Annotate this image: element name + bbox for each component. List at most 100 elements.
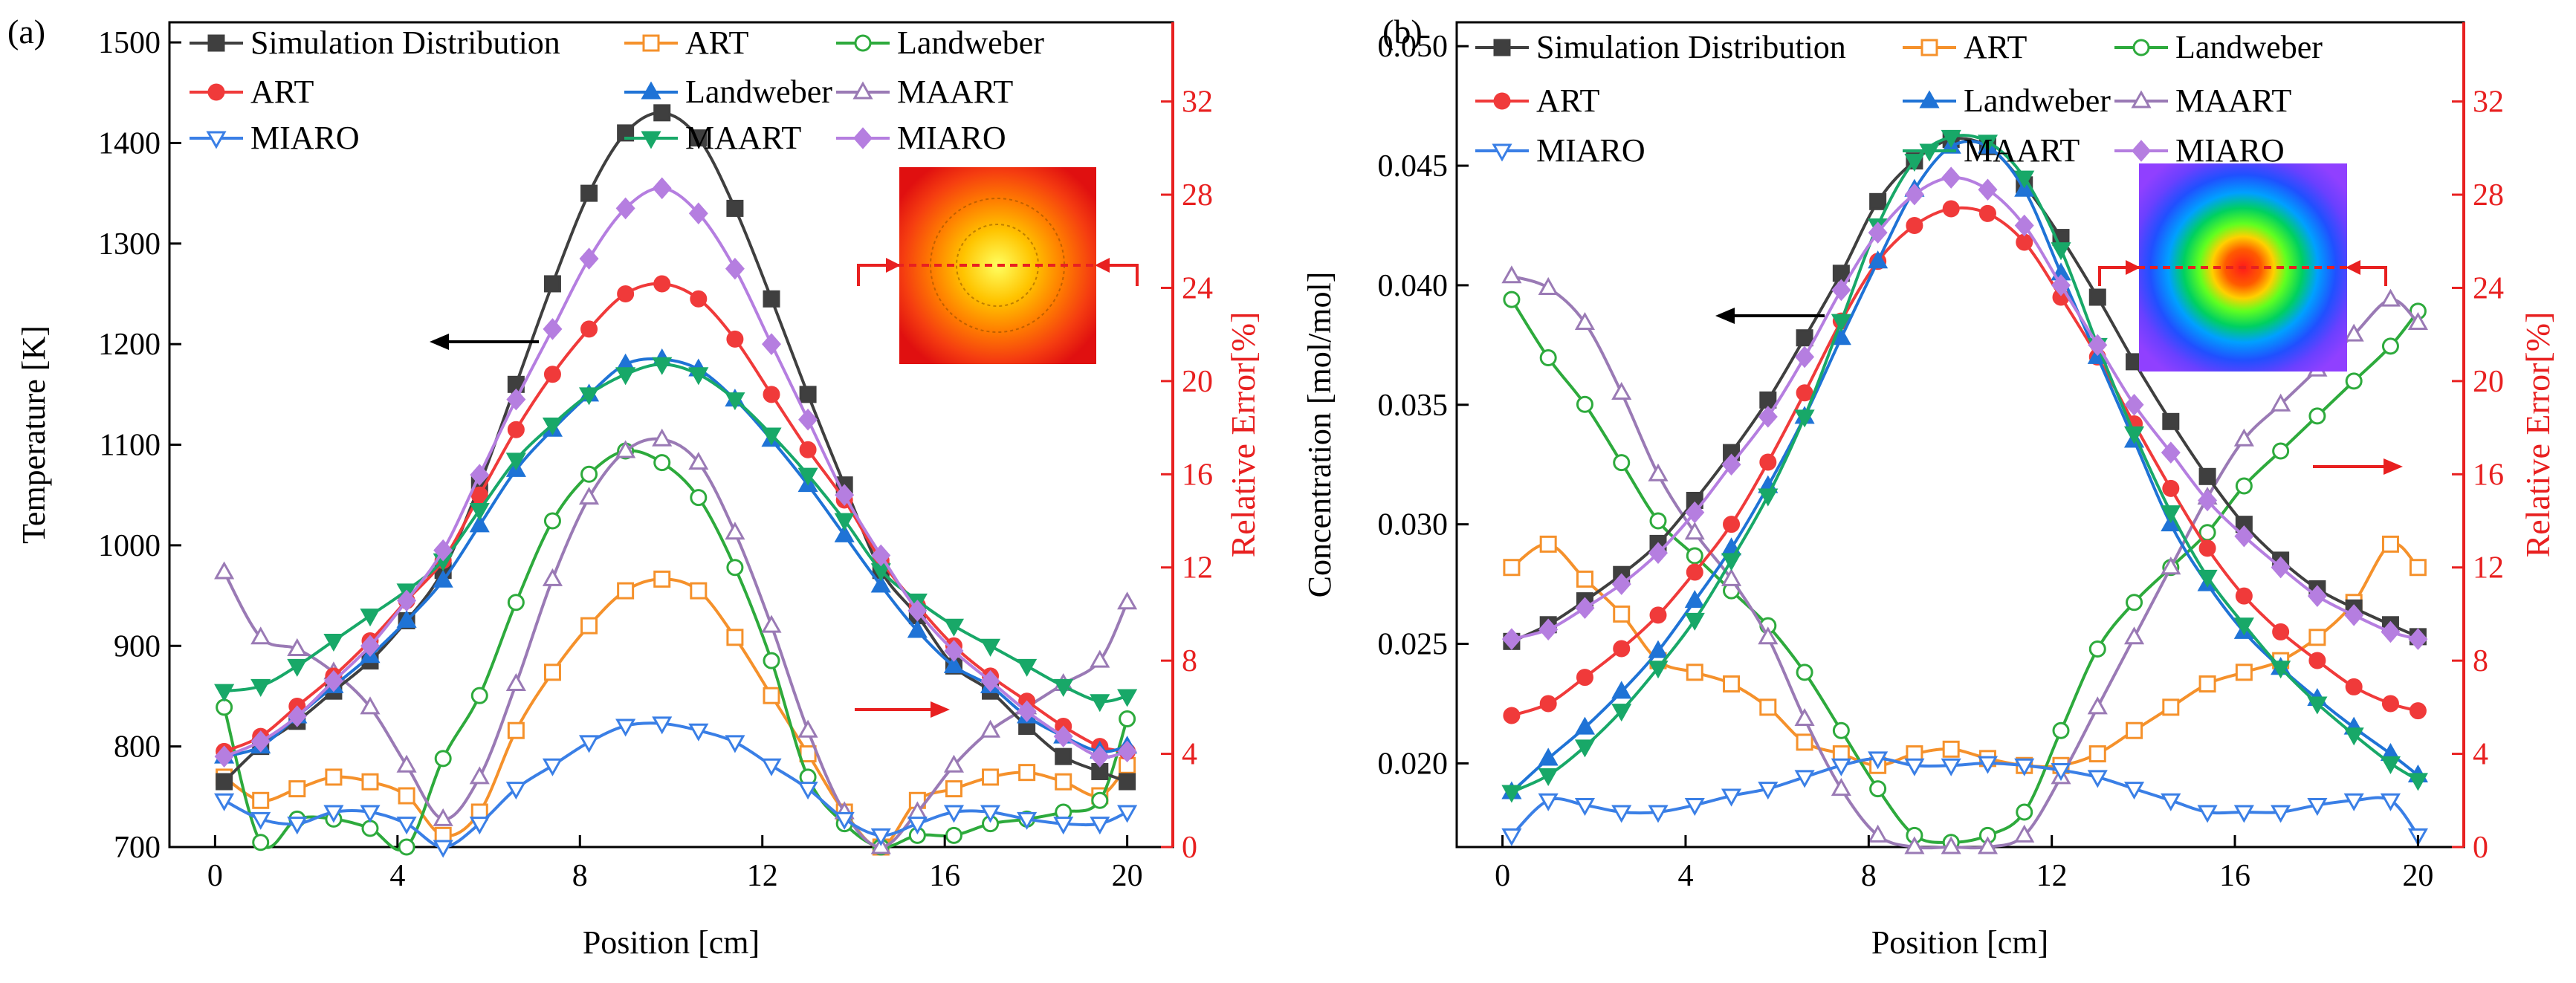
data-point (982, 768, 1000, 786)
data-point (1611, 704, 1632, 722)
inset-heatmap-a (857, 167, 1139, 364)
data-point (2407, 773, 2428, 791)
data-point (287, 658, 308, 677)
legend-entry: Landweber (2114, 29, 2323, 65)
data-point (1794, 409, 1815, 428)
series-line (222, 437, 1129, 849)
y-tick-label-a: 1500 (98, 26, 161, 60)
data-point (2198, 467, 2216, 485)
data-point (1055, 747, 1072, 765)
data-point (2408, 628, 2428, 650)
data-point (2271, 805, 2291, 823)
y2-tick-label-b: 0 (2473, 831, 2488, 865)
data-point (725, 257, 745, 280)
data-point (216, 773, 233, 791)
data-point (615, 440, 636, 458)
data-point (763, 290, 780, 308)
data-point (250, 811, 271, 830)
data-point (543, 275, 561, 293)
data-point (725, 735, 745, 753)
data-point (214, 793, 235, 811)
x-tick-label-a: 4 (389, 859, 405, 893)
data-point (2051, 274, 2071, 296)
data-point (1869, 780, 1887, 798)
arrow-right-b (2313, 458, 2403, 475)
y2-axis-label-a: Relative Error[%] (1224, 312, 1262, 558)
data-point (470, 464, 490, 486)
data-point (797, 719, 818, 738)
y2-tick-label-b: 8 (2473, 644, 2488, 678)
data-point (1538, 618, 1559, 640)
data-point (396, 817, 417, 835)
data-point (1831, 778, 1851, 797)
data-point (2233, 428, 2254, 447)
data-point (2272, 442, 2290, 460)
series-line (224, 363, 1128, 704)
data-point (2409, 702, 2427, 720)
y-tick-label-a: 1200 (98, 328, 161, 362)
data-point (943, 805, 965, 823)
data-point (1574, 716, 1596, 735)
data-point (2051, 763, 2071, 782)
y-tick-label-a: 1300 (98, 227, 161, 262)
series-line (224, 357, 1128, 759)
y-tick-label-a: 1000 (98, 529, 161, 563)
axes-b: 0 4 8 12 16 20 0.020 0.025 0.030 0.035 0.040 0.045 0… (1378, 22, 2504, 893)
y-tick-label-a: 800 (114, 730, 161, 765)
data-point (617, 124, 635, 142)
data-point (1574, 798, 1596, 817)
data-point (507, 721, 525, 739)
data-point (398, 787, 415, 805)
data-point (252, 834, 270, 851)
data-point (470, 687, 488, 704)
y2-tick-label-a: 0 (1182, 831, 1197, 865)
data-point (2345, 372, 2363, 390)
legend-label: MIARO (250, 120, 360, 156)
data-point (2235, 477, 2253, 495)
legend-entry: Landweber (624, 74, 832, 110)
series-maart-b (1501, 129, 2428, 803)
legend-marker (1919, 143, 1940, 162)
data-point (798, 408, 818, 431)
data-point (1723, 675, 1741, 693)
legend-entry: MIARO (836, 120, 1006, 156)
data-point (1503, 707, 1521, 724)
data-point (799, 441, 817, 458)
data-point (2161, 793, 2181, 811)
data-point (1906, 216, 1923, 234)
data-point (980, 669, 1000, 692)
data-point (2088, 640, 2106, 658)
data-point (726, 330, 744, 348)
data-point (980, 805, 1001, 823)
data-point (1501, 828, 1522, 846)
data-point (2308, 652, 2326, 669)
series-line (223, 186, 1128, 759)
y2-tick-label-b: 4 (2473, 738, 2488, 772)
series-maart-a (214, 357, 1138, 713)
legend-entry: Simulation Distribution (1475, 29, 1846, 65)
legend-label: Landweber (897, 25, 1044, 61)
data-point (1538, 793, 1559, 811)
legend-entry: ART (190, 74, 314, 110)
x-tick-label-b: 20 (2402, 859, 2433, 893)
data-point (2381, 535, 2399, 553)
data-point (2407, 311, 2428, 330)
data-point (2197, 569, 2218, 588)
data-point (690, 582, 708, 600)
data-point (1090, 745, 1110, 768)
legend-label: ART (1536, 82, 1599, 119)
data-point (1648, 640, 1669, 658)
data-point (1503, 559, 1521, 577)
legend-entry: MIARO (190, 120, 360, 156)
data-point (1117, 805, 1138, 823)
data-point (652, 357, 673, 375)
data-point (1053, 678, 1074, 697)
data-point (578, 387, 600, 406)
data-point (2307, 696, 2328, 715)
data-point (2235, 587, 2253, 605)
x-axis-label-b: Position [cm] (1871, 924, 2048, 961)
x-axis-label-a: Position [cm] (583, 924, 760, 961)
legend-marker (853, 127, 873, 149)
data-point (542, 758, 563, 776)
series-landweber-a (214, 348, 1138, 764)
